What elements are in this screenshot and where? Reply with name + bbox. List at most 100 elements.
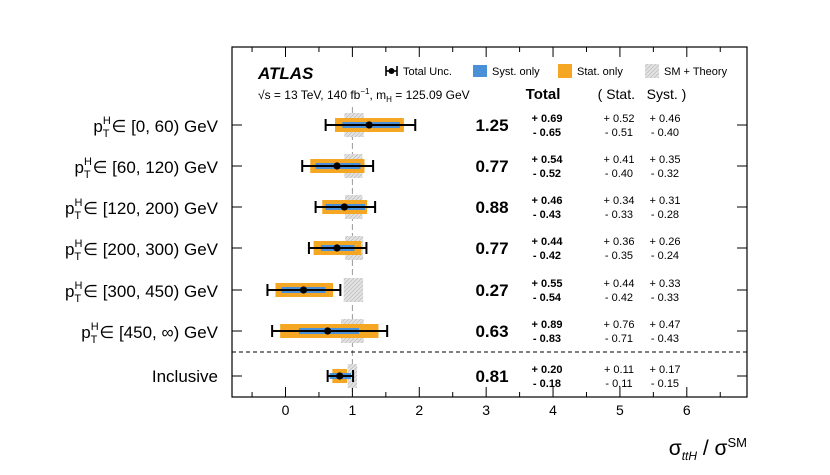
- plot-area: 0 1 2 3 4 5 6pH T ∈ [0, 60) GeV 1.25 + 0.69- 0.65+…: [65, 46, 748, 418]
- bin-label-sub: T: [91, 334, 98, 346]
- bin-label-p: p: [65, 282, 74, 301]
- syst-unc-down: - 0.32: [651, 168, 679, 180]
- syst-unc-down: - 0.24: [651, 250, 679, 262]
- x-axis-sigma: σ: [669, 437, 682, 460]
- legend-sm-swatch: [645, 64, 659, 78]
- x-tick-label: 2: [415, 402, 423, 418]
- row-bin: pH T ∈ [450, ∞) GeV 0.63 + 0.89 - 0.83 + 0.76 -…: [81, 319, 747, 346]
- total-value: 0.81: [475, 367, 508, 386]
- bin-label: pH T ∈ [60, 120) GeV: [74, 156, 218, 181]
- legend-syst-swatch: [473, 65, 487, 77]
- central-value-marker: [336, 372, 344, 380]
- x-axis-slash: / σ: [697, 437, 728, 460]
- x-tick-label: 5: [616, 402, 624, 418]
- total-unc-down: - 0.43: [533, 209, 561, 221]
- total-unc-up: + 0.89: [532, 319, 563, 331]
- stat-unc-down: - 0.35: [605, 250, 633, 262]
- total-value: 0.27: [475, 281, 508, 300]
- legend-syst-label: Syst. only: [492, 66, 540, 78]
- total-unc-down: - 0.83: [533, 333, 561, 345]
- sqrt-symbol: √: [258, 88, 265, 102]
- info-separator: , m: [369, 88, 386, 102]
- bin-label-sub: T: [103, 128, 110, 140]
- row-bin: pH T ∈ [120, 200) GeV 0.88 + 0.46 - 0.43 + 0.3…: [65, 195, 747, 222]
- stat-unc-up: + 0.41: [604, 154, 635, 166]
- bin-label-sub: T: [74, 293, 81, 305]
- legend: Total Unc. Syst. only Stat. only SM + Th…: [385, 64, 728, 78]
- x-axis-superscript: SM: [728, 435, 748, 450]
- syst-unc-down: - 0.15: [651, 378, 679, 390]
- bin-label-range: ∈ [0, 60) GeV: [112, 117, 219, 136]
- x-tick-label: 0: [282, 402, 290, 418]
- bin-label-p: p: [65, 240, 74, 259]
- bin-label-p: p: [93, 117, 102, 136]
- stat-unc-up: + 0.44: [604, 278, 635, 290]
- total-value: 0.77: [475, 239, 508, 258]
- total-unc-up: + 0.46: [532, 195, 563, 207]
- central-value-marker: [333, 162, 341, 170]
- bin-label: pH T ∈ [120, 200) GeV: [65, 197, 219, 222]
- x-tick-label: 3: [482, 402, 490, 418]
- total-unc-up: + 0.20: [532, 364, 563, 376]
- total-value: 0.88: [475, 198, 508, 217]
- x-tick-label: 1: [348, 402, 356, 418]
- row-bin: pH T ∈ [300, 450) GeV 0.27 + 0.55 - 0.54 + 0.4…: [65, 278, 747, 305]
- bin-label-sup: H: [74, 197, 82, 209]
- stat-unc-up: + 0.11: [604, 364, 634, 376]
- row-bin: pH T ∈ [200, 300) GeV 0.77 + 0.44 - 0.42 + 0.3…: [65, 236, 747, 263]
- experiment-label: ATLAS: [257, 64, 314, 83]
- central-value-marker: [340, 203, 348, 211]
- central-value-marker: [324, 327, 332, 335]
- syst-unc-up: + 0.35: [650, 154, 681, 166]
- syst-unc-up: + 0.31: [650, 195, 681, 207]
- stat-unc-up: + 0.36: [604, 236, 635, 248]
- bin-label: pH T ∈ [300, 450) GeV: [65, 280, 219, 305]
- bin-label-range: ∈ [450, ∞) GeV: [99, 323, 218, 342]
- row-bin: pH T ∈ [60, 120) GeV 0.77 + 0.54 - 0.52 + 0.41…: [74, 154, 747, 181]
- total-unc-down: - 0.42: [533, 250, 561, 262]
- bin-label-sup: H: [103, 115, 111, 127]
- stat-unc-down: - 0.42: [605, 292, 633, 304]
- bin-label-sup: H: [74, 280, 82, 292]
- bin-label-sub: T: [74, 251, 81, 263]
- row-bin: pH T ∈ [0, 60) GeV 1.25 + 0.69 - 0.65 + 0.52 - …: [93, 113, 747, 140]
- total-unc-down: - 0.52: [533, 168, 561, 180]
- info-line: √s = 13 TeV, 140 fb−1, mH = 125.09 GeV: [258, 87, 470, 104]
- bin-label-sup: H: [74, 238, 82, 250]
- total-unc-up: + 0.55: [532, 278, 563, 290]
- bin-label: pH T ∈ [200, 300) GeV: [65, 238, 219, 263]
- info-energy-lumi: s = 13 TeV, 140 fb: [265, 88, 361, 102]
- syst-unc-down: - 0.43: [651, 333, 679, 345]
- legend-stat-label: Stat. only: [577, 66, 623, 78]
- x-axis-subscript: ttH: [682, 449, 698, 463]
- bin-label-range: ∈ [300, 450) GeV: [83, 282, 218, 301]
- central-value-marker: [365, 121, 373, 129]
- total-value: 1.25: [475, 116, 508, 135]
- bin-label-p: p: [65, 199, 74, 218]
- x-axis-title: σttH / σSM: [669, 435, 747, 463]
- syst-unc-up: + 0.26: [650, 236, 681, 248]
- central-value-marker: [299, 286, 308, 294]
- stat-unc-up: + 0.34: [604, 195, 635, 207]
- stat-unc-up: + 0.52: [604, 113, 635, 125]
- syst-unc-up: + 0.17: [650, 364, 681, 376]
- info-mass-sub: H: [386, 95, 392, 104]
- central-value-marker: [333, 244, 341, 252]
- stat-unc-down: - 0.51: [605, 127, 633, 139]
- total-unc-up: + 0.69: [532, 113, 563, 125]
- bin-label-p: p: [81, 323, 90, 342]
- stat-unc-down: - 0.71: [605, 333, 633, 345]
- legend-sm-label: SM + Theory: [664, 66, 728, 78]
- stat-unc-down: - 0.11: [605, 378, 632, 390]
- syst-unc-down: - 0.33: [651, 292, 679, 304]
- syst-unc-up: + 0.47: [650, 319, 681, 331]
- bin-label-sup: H: [91, 321, 99, 333]
- legend-total-label: Total Unc.: [403, 66, 452, 78]
- bin-label-range: ∈ [60, 120) GeV: [93, 158, 219, 177]
- plot-frame: [231, 46, 748, 398]
- total-value: 0.63: [475, 322, 508, 341]
- total-unc-down: - 0.18: [533, 378, 561, 390]
- column-header-total: Total: [526, 86, 561, 103]
- stat-unc-down: - 0.40: [605, 168, 633, 180]
